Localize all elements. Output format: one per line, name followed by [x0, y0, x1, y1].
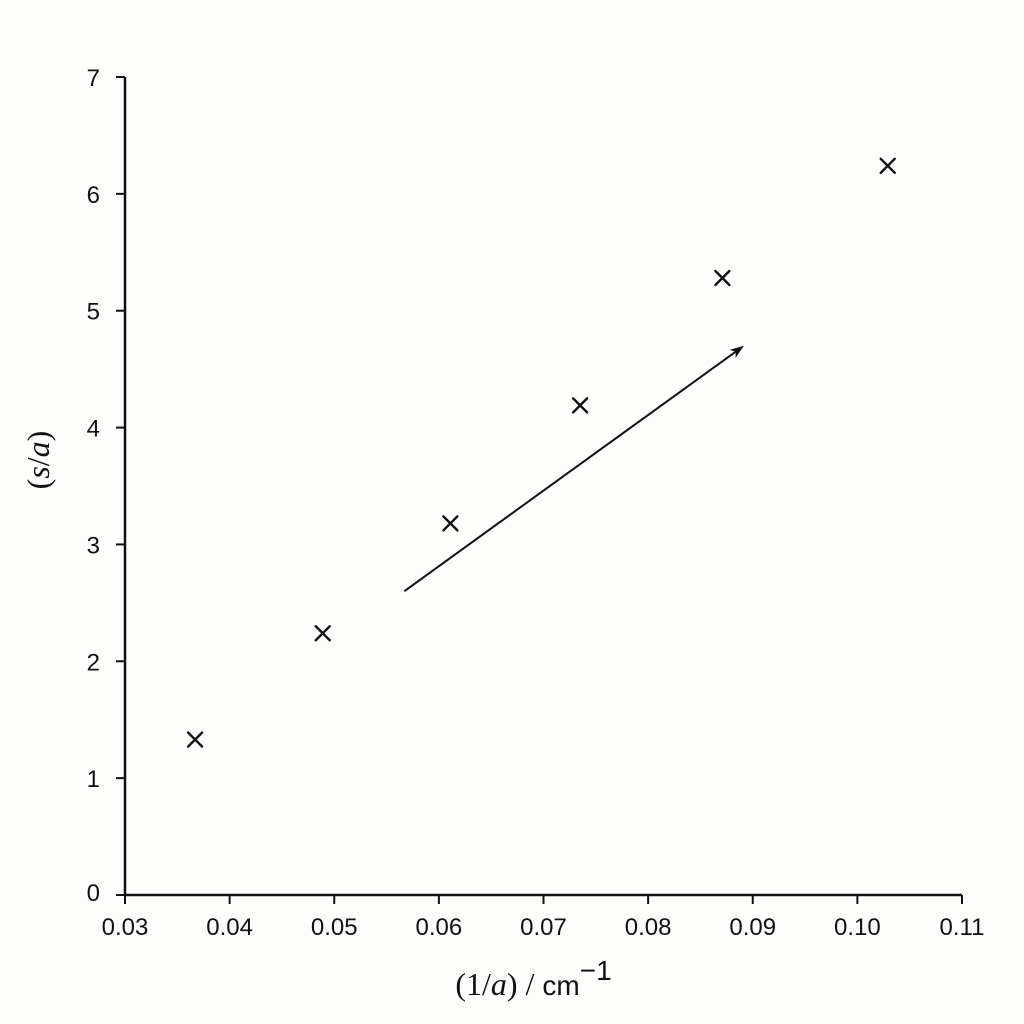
marker-stroke [714, 269, 731, 287]
marker-stroke [186, 731, 204, 748]
axis-title-part: ) / [507, 966, 543, 1002]
marker-stroke [442, 515, 459, 532]
data-points [186, 157, 896, 748]
data-point-marker [314, 625, 331, 642]
y-tick-label: 1 [87, 766, 100, 793]
arrow-annotation [403, 345, 744, 592]
x-tick-label: 0.09 [729, 914, 776, 941]
y-tick-label: 0 [87, 880, 100, 907]
data-point-marker [571, 397, 589, 414]
marker-stroke [314, 625, 331, 642]
marker-stroke [571, 397, 589, 414]
y-tick-label: 2 [87, 649, 100, 676]
axis-title-part: cm [542, 970, 579, 1001]
x-tick-label: 0.04 [206, 914, 253, 941]
marker-stroke [879, 157, 896, 175]
axis-title-part: / [20, 457, 56, 466]
axis-title-part: ) [20, 431, 56, 442]
y-axis-title: (s/a) [20, 431, 56, 490]
y-tick-label: 5 [87, 299, 100, 326]
data-point-marker [879, 157, 896, 175]
data-point-marker [714, 269, 731, 287]
y-tick-label: 4 [87, 416, 100, 443]
y-tick-label: 3 [87, 532, 100, 559]
axis-title-part: a [20, 441, 56, 457]
data-point-marker [186, 731, 204, 748]
x-tick-label: 0.08 [625, 914, 672, 941]
annotations [403, 345, 744, 592]
axes [123, 77, 962, 897]
x-tick-label: 0.10 [834, 914, 881, 941]
x-tick-label: 0.06 [416, 914, 463, 941]
x-axis-title: (1/a) / cm−1 [455, 955, 611, 1003]
y-tick-label: 6 [87, 182, 100, 209]
x-axis-ticks: 0.03 0.04 0.05 0.06 0.07 0.08 0.09 0.10 0.11 [102, 895, 985, 941]
x-tick-label: 0.11 [940, 914, 985, 941]
axis-title-part: (1/ [455, 966, 491, 1002]
x-tick-label: 0.03 [102, 914, 149, 941]
axis-title-part: s [20, 466, 56, 478]
x-tick-label: 0.07 [520, 914, 567, 941]
y-axis-ticks: 0 1 2 3 4 5 6 7 [87, 65, 125, 907]
data-point-marker [442, 515, 459, 532]
y-tick-label: 7 [87, 65, 100, 92]
axis-title-part: ( [20, 479, 56, 490]
axis-title-part: a [491, 966, 507, 1002]
x-tick-label: 0.05 [311, 914, 358, 941]
axis-title-part: −1 [580, 955, 612, 986]
